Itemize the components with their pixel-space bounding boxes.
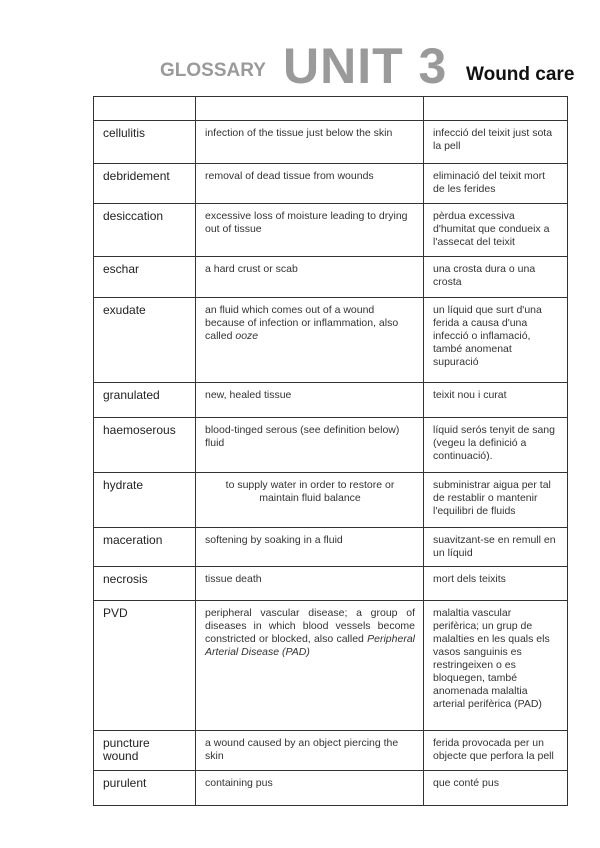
header-cell [195, 96, 424, 121]
definition-cell: a hard crust or scab [195, 256, 424, 298]
catalan-cell: suavitzant-se en remull en un líquid [423, 527, 568, 567]
table-row: cellulitis infection of the tissue just b… [93, 120, 568, 164]
catalan-cell: malaltia vascular perifèrica; un grup de… [423, 600, 568, 731]
table-row: haemoserous blood-tinged serous (see defi… [93, 417, 568, 473]
term-cell: maceration [93, 527, 196, 567]
catalan-cell: una crosta dura o una crosta [423, 256, 568, 298]
table-row: PVD peripheral vascular disease; a group … [93, 600, 568, 731]
definition-text: containing pus [205, 777, 273, 789]
table-row: desiccation excessive loss of moisture le… [93, 203, 568, 257]
definition-text: blood-tinged serous (see definition belo… [205, 424, 400, 449]
catalan-cell: que conté pus [423, 770, 568, 806]
definition-cell: softening by soaking in a fluid [195, 527, 424, 567]
page-title: GLOSSARY UNIT 3 Wound care [0, 38, 600, 94]
term-cell: purulent [93, 770, 196, 806]
term-cell: necrosis [93, 566, 196, 601]
definition-cell: tissue death [195, 566, 424, 601]
table-row: eschar a hard crust or scab una crosta dur… [93, 256, 568, 298]
definition-cell: a wound caused by an object piercing the… [195, 730, 424, 771]
definition-cell: an fluid which comes out of a wound beca… [195, 297, 424, 383]
catalan-cell: teixit nou i curat [423, 382, 568, 418]
definition-text: an fluid which comes out of a wound beca… [205, 304, 399, 342]
term-cell: hydrate [93, 472, 196, 528]
glossary-label: GLOSSARY [160, 60, 266, 81]
table-row: maceration softening by soaking in a flui… [93, 527, 568, 567]
table-row: necrosis tissue death mort dels teixits [93, 566, 568, 601]
definition-text: peripheral vascular disease; a group of … [205, 607, 415, 645]
term-cell: desiccation [93, 203, 196, 257]
definition-text: infection of the tissue just below the s… [205, 127, 393, 139]
catalan-cell: líquid serós tenyit de sang (vegeu la de… [423, 417, 568, 473]
definition-text: a wound caused by an object piercing the… [205, 737, 399, 762]
catalan-cell: un líquid que surt d'una ferida a causa … [423, 297, 568, 383]
definition-text: tissue death [205, 573, 262, 585]
definition-cell: excessive loss of moisture leading to dr… [195, 203, 424, 257]
term-cell: exudate [93, 297, 196, 383]
term-cell: PVD [93, 600, 196, 731]
catalan-cell: eliminació del teixit mort de les feride… [423, 163, 568, 204]
definition-text: to supply water in order to restore or m… [225, 479, 395, 504]
term-cell: haemoserous [93, 417, 196, 473]
term-cell: debridement [93, 163, 196, 204]
term-cell: granulated [93, 382, 196, 418]
definition-italic: Peripheral Arterial Disease (PAD) [205, 633, 415, 658]
table-row: hydrate to supply water in order to resto… [93, 472, 568, 528]
glossary-table: cellulitis infection of the tissue just b… [93, 96, 568, 806]
definition-cell: containing pus [195, 770, 424, 806]
definition-cell: peripheral vascular disease; a group of … [195, 600, 424, 731]
term-cell: cellulitis [93, 120, 196, 164]
table-row: purulent containing pus que conté pus [93, 770, 568, 806]
catalan-cell: subministrar aigua per tal de restablir … [423, 472, 568, 528]
definition-italic: ooze [235, 330, 259, 342]
catalan-cell: infecció del teixit just sota la pell [423, 120, 568, 164]
definition-cell: to supply water in order to restore or m… [195, 472, 424, 528]
table-row: puncture wound a wound caused by an objec… [93, 730, 568, 771]
definition-text: new, healed tissue [205, 389, 292, 401]
table-row: debridement removal of dead tissue from w… [93, 163, 568, 204]
definition-cell: new, healed tissue [195, 382, 424, 418]
catalan-cell: mort dels teixits [423, 566, 568, 601]
header-cell [93, 96, 196, 121]
definition-text: softening by soaking in a fluid [205, 534, 343, 546]
header-cell [423, 96, 568, 121]
unit-label: UNIT 3 [283, 38, 448, 94]
catalan-cell: ferida provocada per un objecte que perf… [423, 730, 568, 771]
term-cell: puncture wound [93, 730, 196, 771]
definition-text: a hard crust or scab [205, 263, 298, 275]
table-header-row [93, 96, 568, 121]
definition-cell: blood-tinged serous (see definition belo… [195, 417, 424, 473]
definition-cell: infection of the tissue just below the s… [195, 120, 424, 164]
table-row: exudate an fluid which comes out of a wou… [93, 297, 568, 383]
subtitle: Wound care [466, 64, 575, 85]
definition-cell: removal of dead tissue from wounds [195, 163, 424, 204]
definition-text: removal of dead tissue from wounds [205, 170, 374, 182]
term-cell: eschar [93, 256, 196, 298]
table-row: granulated new, healed tissue teixit nou i… [93, 382, 568, 418]
catalan-cell: pèrdua excessiva d'humitat que condueix … [423, 203, 568, 257]
definition-text: excessive loss of moisture leading to dr… [205, 210, 408, 235]
